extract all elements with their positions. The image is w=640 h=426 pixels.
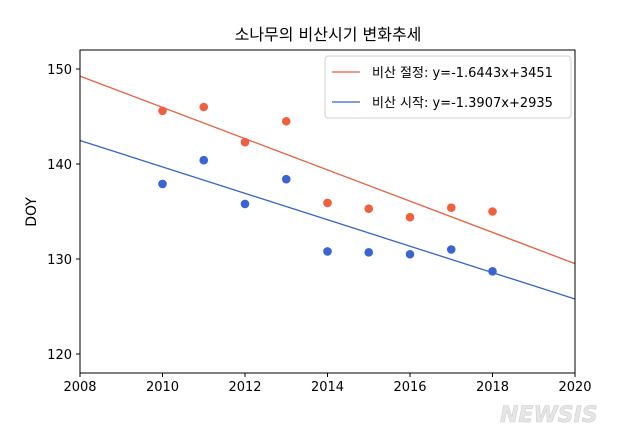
legend-box xyxy=(324,55,572,119)
data-point-1 xyxy=(488,267,497,276)
x-tick-label: 2008 xyxy=(63,380,96,395)
trend-line-1 xyxy=(79,139,576,300)
data-point-0 xyxy=(405,212,415,222)
legend-label-start: 비산 시작: y=-1.3907x+2935 xyxy=(372,96,553,111)
x-tick-label: 2010 xyxy=(146,380,179,395)
data-point-1 xyxy=(323,247,332,256)
data-point-0 xyxy=(446,203,456,212)
data-point-1 xyxy=(199,155,209,165)
data-point-0 xyxy=(199,102,209,112)
legend: 비산 절정: y=-1.6443x+3451 비산 시작: y=-1.3907x… xyxy=(324,55,572,119)
data-point-0 xyxy=(281,116,291,126)
data-point-1 xyxy=(158,179,167,189)
chart-title: 소나무의 비산시기 변화추세 xyxy=(235,25,422,44)
legend-label-peak: 비산 절정: y=-1.6443x+3451 xyxy=(372,66,553,81)
data-point-1 xyxy=(281,174,291,184)
y-axis-label: DOY xyxy=(24,197,40,227)
data-point-0 xyxy=(364,204,374,213)
watermark-logo: NEWSIS xyxy=(500,403,598,426)
data-point-1 xyxy=(446,245,456,254)
x-tick-label: 2012 xyxy=(228,380,261,395)
y-tick-label: 130 xyxy=(47,253,72,268)
y-tick-label: 120 xyxy=(47,348,72,363)
data-point-0 xyxy=(488,207,497,216)
x-tick-label: 2016 xyxy=(393,380,426,395)
y-tick-label: 140 xyxy=(47,158,72,173)
data-point-0 xyxy=(158,106,167,116)
plot-frame xyxy=(79,49,576,374)
data-point-0 xyxy=(240,137,250,147)
x-tick-label: 2014 xyxy=(311,380,344,395)
data-point-1 xyxy=(405,249,415,259)
data-point-0 xyxy=(323,198,332,208)
x-tick-label: 2018 xyxy=(476,380,509,395)
y-tick-label: 150 xyxy=(47,63,72,78)
x-tick-label: 2020 xyxy=(558,380,591,395)
data-point-1 xyxy=(240,199,250,209)
data-point-1 xyxy=(364,248,374,257)
